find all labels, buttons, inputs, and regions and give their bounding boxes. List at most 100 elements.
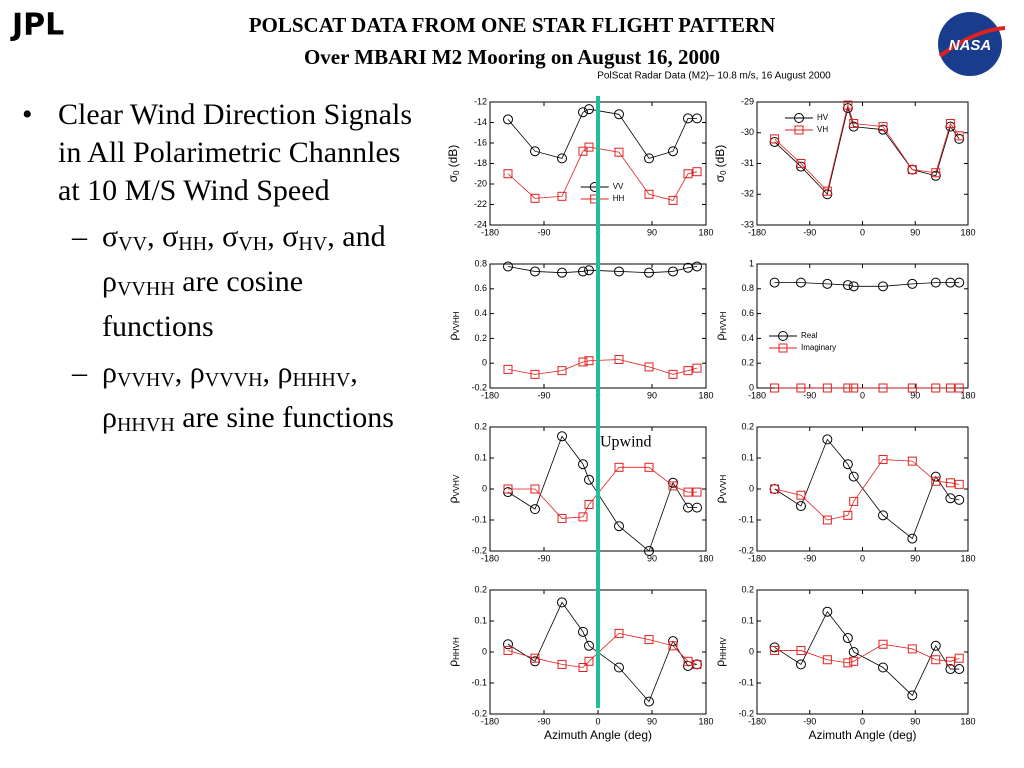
y-tick-label: -24 [474, 219, 487, 229]
data-point [683, 366, 693, 376]
data-point [644, 696, 654, 707]
y-tick-label: 0 [749, 483, 754, 493]
y-tick-label: -20 [474, 178, 487, 188]
y-tick-label: 0.1 [741, 615, 754, 625]
y-tick-label: -0.1 [738, 677, 754, 687]
legend-marker [778, 331, 788, 341]
bullet-text: , σ [207, 220, 239, 253]
series-line [774, 106, 960, 196]
y-label-symbol: σ [713, 174, 727, 182]
data-point [954, 479, 964, 489]
slide-title: POLSCAT DATA FROM ONE STAR FLIGHT PATTER… [249, 13, 776, 37]
x-tick-label: -90 [537, 553, 550, 563]
y-tick-label: 1 [749, 258, 754, 268]
data-point [692, 659, 702, 669]
y-tick-label: -22 [474, 199, 487, 209]
x-tick-label: 0 [860, 390, 865, 400]
series-line [774, 438, 960, 540]
data-point [557, 659, 567, 669]
y-label-subscript: HVVH [719, 311, 728, 333]
data-point [668, 481, 678, 491]
data-point [822, 383, 832, 393]
y-label-symbol: ρ [713, 334, 727, 341]
x-tick-label: 0 [595, 716, 600, 726]
y-tick-label: 0 [482, 483, 487, 493]
series-line [507, 266, 698, 274]
bullet-text: , ρ [262, 356, 293, 389]
x-tick-label: 180 [960, 227, 975, 237]
subscript: HHHV [292, 369, 351, 391]
y-tick-label: 0.4 [741, 333, 754, 343]
data-point [683, 487, 693, 497]
data-point [931, 476, 941, 486]
x-tick-label: 0 [860, 716, 865, 726]
data-point [584, 656, 594, 666]
y-tick-label: 0.1 [741, 452, 754, 462]
data-point [578, 626, 588, 637]
x-tick-label: 180 [698, 716, 713, 726]
y-label-symbol: ρ [713, 660, 727, 667]
data-point [557, 513, 567, 523]
subscript: VV [118, 233, 148, 255]
series-line [774, 282, 960, 287]
data-point [530, 504, 540, 515]
subscript: VVHH [116, 278, 175, 300]
data-point [692, 113, 702, 124]
data-point [557, 191, 567, 201]
data-point [878, 662, 889, 673]
data-point [796, 383, 806, 393]
subscript: HV [298, 233, 328, 255]
x-tick-label: -180 [748, 553, 766, 563]
jpl-logo: JPL [10, 8, 64, 43]
data-point [503, 261, 513, 272]
y-tick-label: -0.2 [738, 708, 754, 718]
legend-marker [778, 343, 788, 353]
data-point [878, 510, 889, 521]
y-label-symbol: ρ [446, 660, 460, 667]
y-tick-label: 0 [749, 382, 754, 392]
subscript: VVVH [204, 369, 263, 391]
data-point [614, 266, 624, 277]
data-point [770, 383, 780, 393]
data-point [584, 265, 594, 276]
x-tick-label: -180 [481, 390, 499, 400]
x-tick-label: -180 [481, 227, 499, 237]
data-point [843, 658, 853, 668]
data-point [954, 653, 964, 663]
y-tick-label: -31 [741, 158, 754, 168]
subscript: HHVH [116, 414, 175, 436]
data-point [584, 356, 594, 366]
y-label-subscript: VVHV [452, 474, 461, 496]
x-tick-label: -180 [481, 553, 499, 563]
y-tick-label: 0.8 [741, 283, 754, 293]
y-tick-label: 0.2 [474, 584, 487, 594]
nasa-logo-swoosh [938, 26, 1006, 58]
x-tick-label: -90 [803, 553, 816, 563]
y-tick-label: -0.2 [738, 545, 754, 555]
legend-label: Imaginary [801, 343, 836, 352]
data-point [644, 153, 654, 164]
data-point [503, 645, 513, 655]
legend-label: VH [817, 125, 828, 134]
data-point [954, 383, 964, 393]
data-point [843, 510, 853, 520]
plot-frame [756, 589, 969, 715]
data-point [578, 512, 588, 522]
data-point [770, 484, 780, 494]
data-point [557, 366, 567, 376]
x-tick-label: -90 [803, 716, 816, 726]
series-line [507, 601, 698, 703]
data-point [849, 119, 859, 129]
bullet-text: are cosine functions [102, 265, 304, 343]
y-label-subscript: 0 [452, 170, 461, 175]
x-tick-label: -90 [537, 716, 550, 726]
data-point [530, 369, 540, 379]
series-line [774, 643, 960, 664]
data-point [557, 267, 567, 278]
y-tick-label: -0.2 [471, 708, 487, 718]
y-tick-label: -0.1 [471, 677, 487, 687]
data-point [849, 383, 859, 393]
data-point [945, 478, 955, 488]
data-point [769, 277, 780, 288]
data-point [557, 153, 567, 164]
